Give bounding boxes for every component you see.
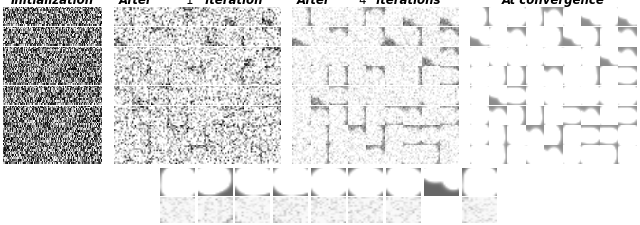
Text: 4: 4 — [358, 0, 366, 7]
Text: After: After — [119, 0, 157, 7]
Text: 1: 1 — [186, 0, 193, 7]
Text: q: q — [99, 204, 109, 219]
Text: iteration: iteration — [200, 0, 262, 7]
Text: q: q — [547, 204, 557, 219]
Text: iterations: iterations — [372, 0, 440, 7]
Text: Initialization: Initialization — [12, 0, 94, 7]
Text: At convergence: At convergence — [502, 0, 605, 7]
Text: After: After — [297, 0, 335, 7]
